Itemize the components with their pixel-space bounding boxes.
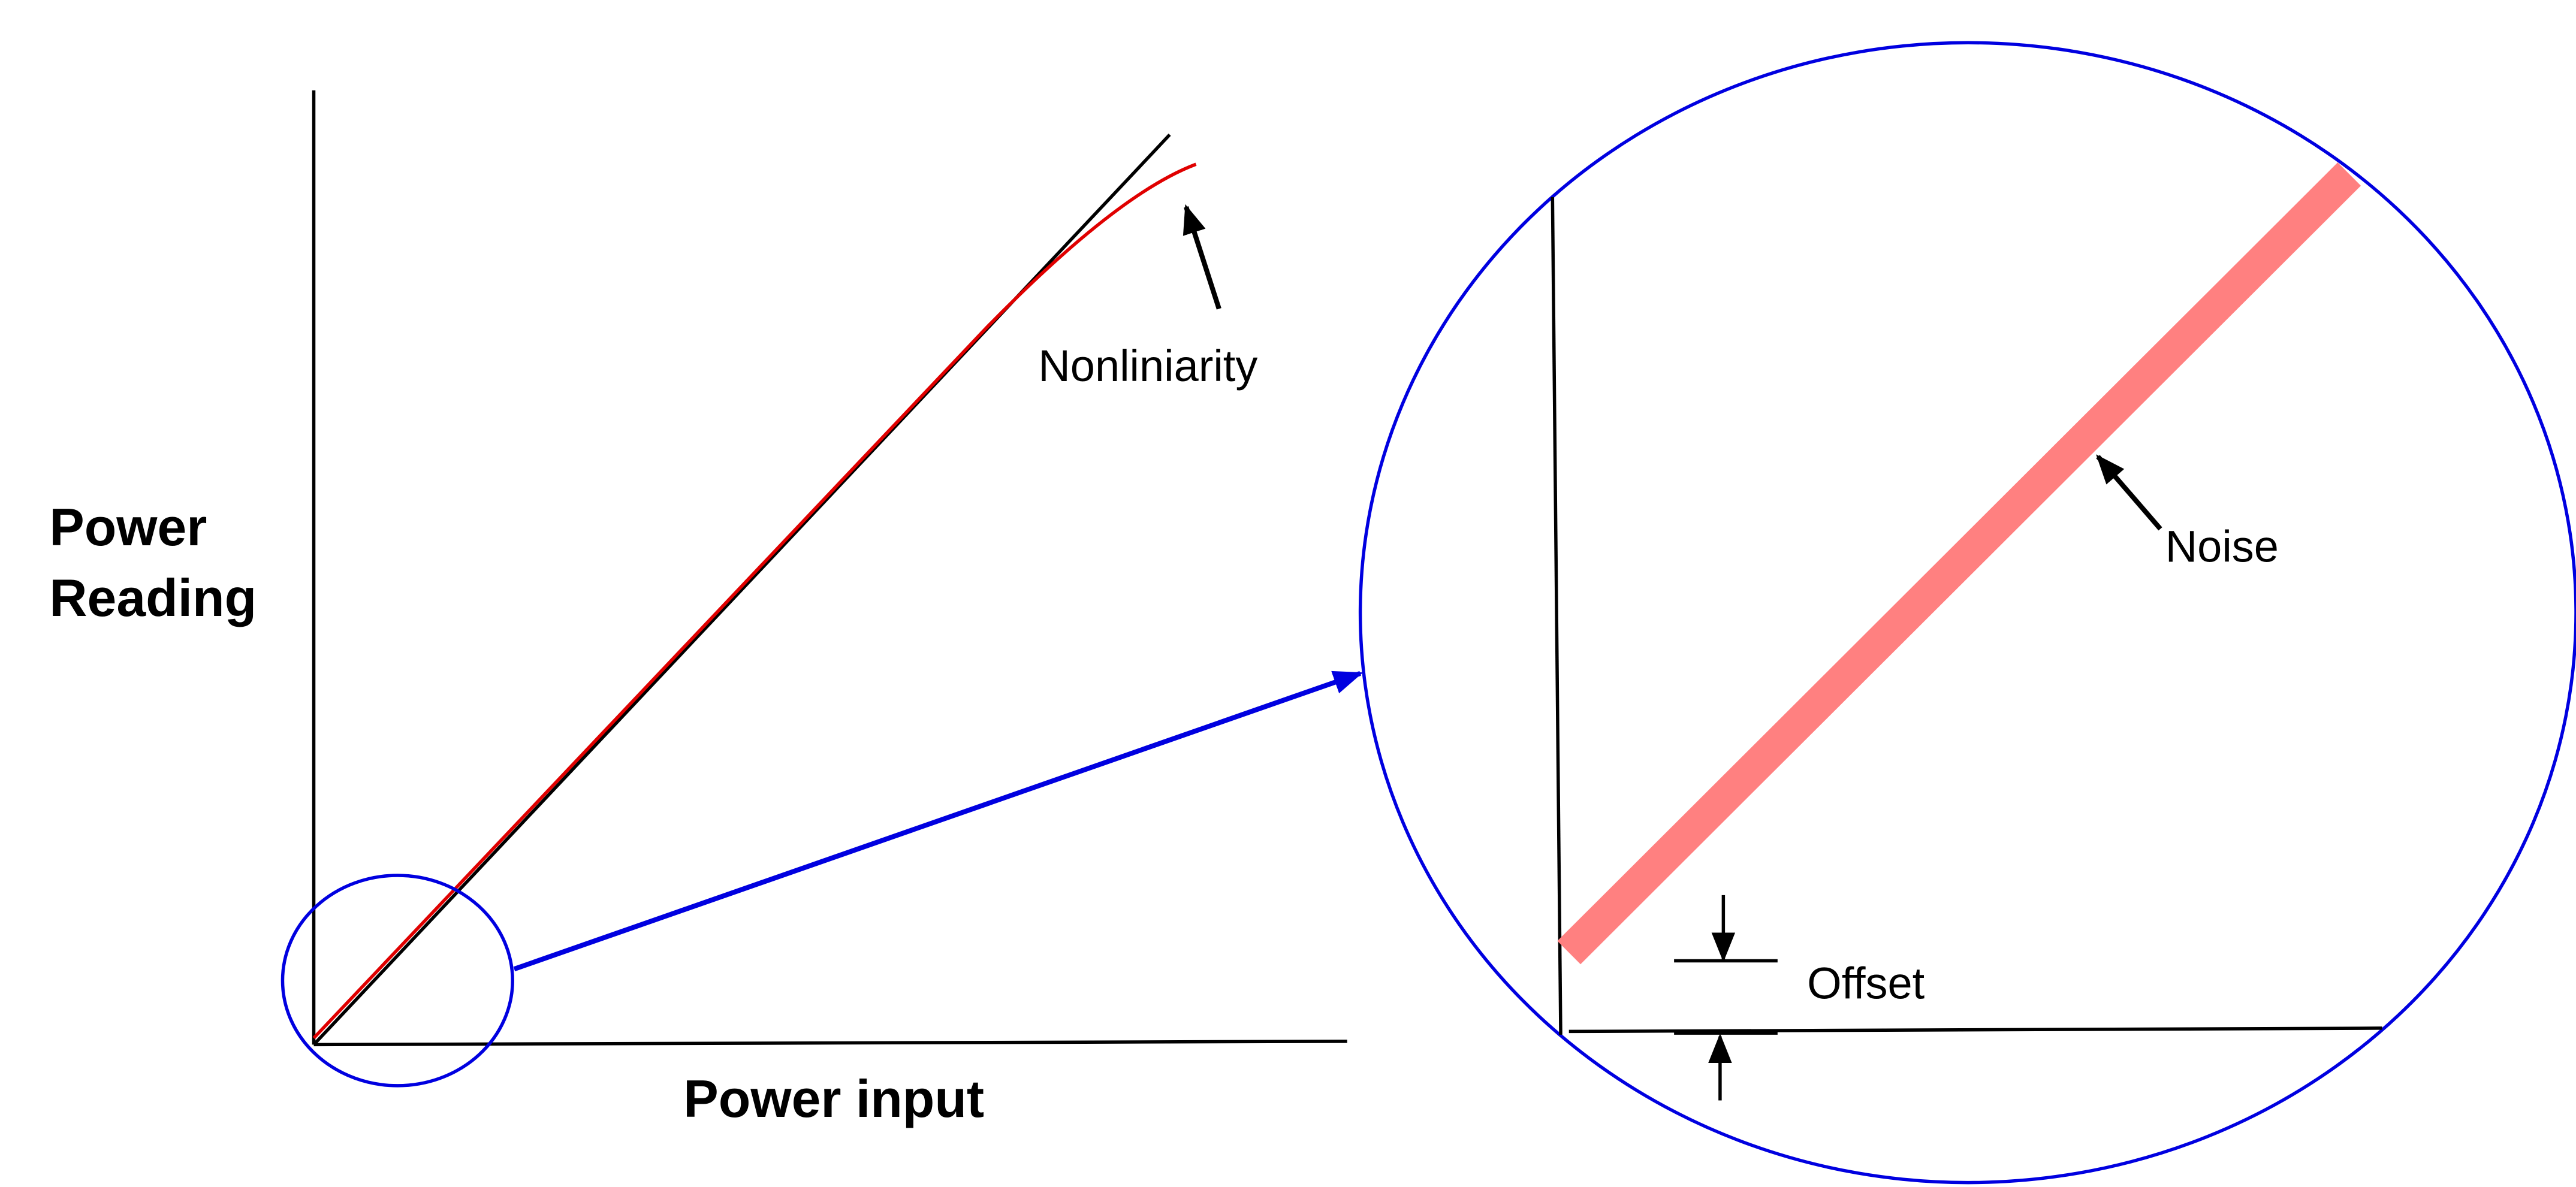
noise-arrow [2096,454,2162,531]
x-axis [313,1040,1347,1047]
noise-label: Noise [2165,521,2279,571]
zoom-region [280,874,514,1088]
nonlinearity-arrow [1183,204,1221,310]
noisy-signal [1557,162,2361,965]
zoom-x-axis [1568,1026,2382,1034]
zoom-arrow [513,670,1364,972]
zoom-circle [1359,41,2576,1185]
y-axis-label: Reading [49,569,257,627]
offset-label: Offset [1807,959,1925,1008]
y-axis-label: Power [49,498,207,557]
response-curve [312,162,1197,1040]
ideal-line [312,133,1171,1046]
zoom-y-axis [1551,197,1563,1035]
x-axis-label: Power input [683,1070,984,1128]
nonlinearity-label: Nonliniarity [1038,341,1257,391]
